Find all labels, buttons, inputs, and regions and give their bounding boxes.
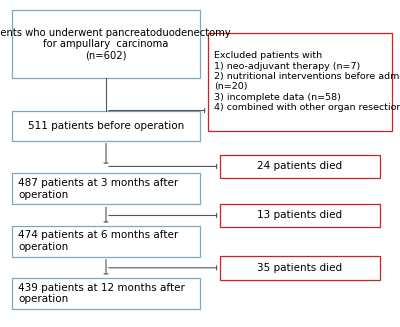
Text: 439 patients at 12 months after
operation: 439 patients at 12 months after operatio… — [18, 283, 185, 304]
Text: 24 patients died: 24 patients died — [258, 162, 342, 171]
FancyBboxPatch shape — [12, 226, 200, 257]
FancyBboxPatch shape — [12, 111, 200, 141]
FancyBboxPatch shape — [220, 256, 380, 280]
Text: 474 patients at 6 months after
operation: 474 patients at 6 months after operation — [18, 230, 178, 252]
Text: 13 patients died: 13 patients died — [258, 211, 342, 220]
FancyBboxPatch shape — [220, 155, 380, 178]
FancyBboxPatch shape — [12, 278, 200, 309]
Text: 35 patients died: 35 patients died — [258, 263, 342, 273]
FancyBboxPatch shape — [12, 10, 200, 78]
Text: Patients who underwent pancreatoduodenectomy
for ampullary  carcinoma
(n=602): Patients who underwent pancreatoduodenec… — [0, 27, 230, 61]
Text: Excluded patients with
1) neo-adjuvant therapy (n=7)
2) nutritional intervention: Excluded patients with 1) neo-adjuvant t… — [214, 51, 400, 112]
FancyBboxPatch shape — [220, 204, 380, 227]
FancyBboxPatch shape — [208, 33, 392, 131]
Text: 487 patients at 3 months after
operation: 487 patients at 3 months after operation — [18, 178, 178, 200]
Text: 511 patients before operation: 511 patients before operation — [28, 121, 184, 130]
FancyBboxPatch shape — [12, 173, 200, 204]
